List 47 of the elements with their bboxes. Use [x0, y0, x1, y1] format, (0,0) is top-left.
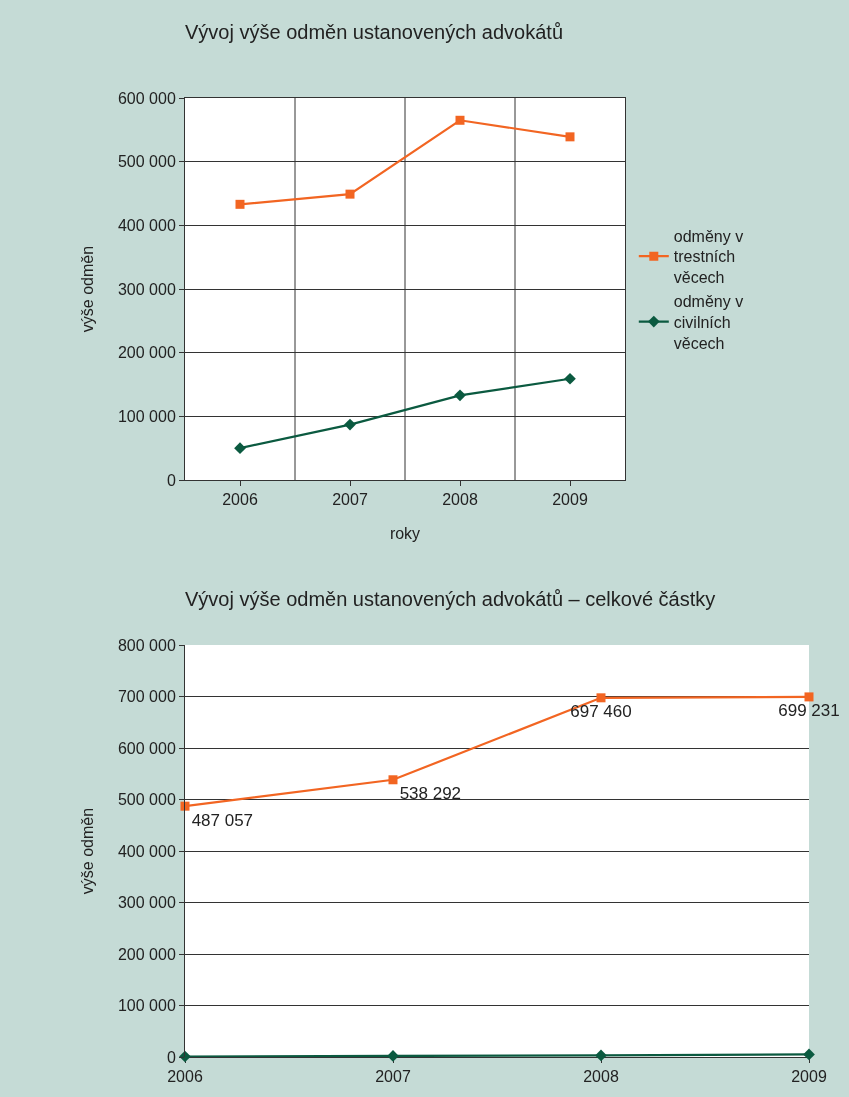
y-tick-label: 400 000: [117, 216, 176, 234]
point: [388, 775, 398, 785]
legend-label: odměny v civilních věcech: [673, 293, 744, 352]
data-label: 487 057: [191, 810, 254, 830]
point: [804, 692, 814, 702]
y-axis-title: výše odměn: [78, 245, 96, 333]
y-tick-label: 800 000: [117, 636, 176, 654]
y-tick-label: 100 000: [117, 997, 176, 1015]
y-tick-label: 500 000: [117, 153, 176, 171]
y-axis-title: výše odměn: [78, 807, 96, 895]
y-tick-label: 500 000: [117, 791, 176, 809]
point: [235, 199, 245, 209]
x-tick-label: 2007: [332, 491, 368, 509]
y-tick-label: 300 000: [117, 280, 176, 298]
y-tick-label: 400 000: [117, 842, 176, 860]
point: [345, 189, 355, 199]
point: [564, 372, 576, 385]
y-tick-label: 700 000: [117, 688, 176, 706]
data-label: 699 231: [778, 701, 840, 721]
point: [803, 1048, 815, 1061]
x-tick-label: 2007: [375, 1068, 411, 1086]
x-tick-label: 2006: [222, 491, 258, 509]
x-tick-label: 2009: [791, 1068, 827, 1086]
x-tick-label: 2009: [552, 491, 588, 509]
chart-title: Vývoj výše odměn ustanovených advokátů: [185, 21, 563, 44]
point: [234, 442, 246, 455]
point: [454, 389, 466, 402]
x-tick-label: 2006: [167, 1068, 203, 1086]
x-tick-label: 2008: [442, 491, 478, 509]
data-label: 538 292: [399, 784, 462, 804]
x-tick-label: 2008: [583, 1068, 619, 1086]
y-tick-label: 200 000: [117, 344, 176, 362]
point: [595, 1049, 607, 1062]
x-axis-title: roky: [389, 524, 421, 542]
point: [455, 115, 465, 125]
y-tick-label: 200 000: [117, 945, 176, 963]
y-tick-label: 100 000: [117, 407, 176, 425]
point: [596, 693, 606, 703]
point: [565, 132, 575, 142]
data-label: 697 460: [570, 702, 632, 722]
y-tick-label: 300 000: [117, 894, 176, 912]
point: [344, 418, 356, 431]
y-tick-label: 600 000: [117, 739, 176, 757]
y-tick-label: 0: [166, 471, 176, 489]
y-tick-label: 600 000: [117, 89, 176, 107]
chart-title: Vývoj výše odměn ustanovených advokátů – celkové částky: [185, 588, 716, 611]
y-tick-label: 0: [166, 1048, 176, 1066]
